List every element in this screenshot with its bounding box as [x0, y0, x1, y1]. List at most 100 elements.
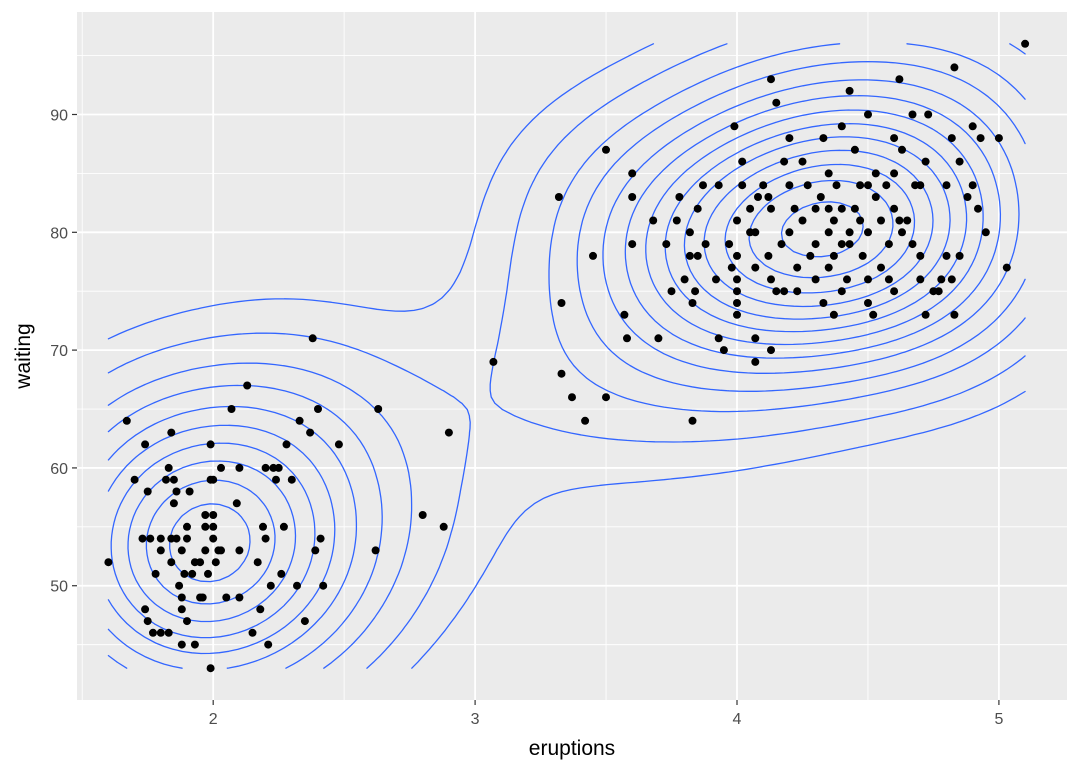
data-point [882, 181, 891, 190]
data-point [418, 511, 427, 519]
data-point [714, 334, 723, 343]
data-point [217, 546, 225, 555]
data-point [837, 204, 846, 213]
data-point [937, 275, 946, 284]
data-point [790, 204, 799, 213]
data-point [444, 428, 453, 437]
y-tick-label: 90 [50, 107, 68, 124]
data-point [950, 310, 959, 319]
data-point [206, 664, 215, 673]
data-point [903, 216, 912, 225]
data-point [688, 299, 697, 307]
data-point [950, 63, 959, 72]
data-point [751, 334, 760, 343]
data-point [727, 263, 736, 272]
data-point [751, 263, 760, 272]
axes: 2 3 4 5 50 60 70 80 90 [50, 107, 1003, 728]
data-point [767, 346, 775, 355]
data-point [316, 534, 325, 543]
data-point [767, 75, 775, 84]
data-point [793, 263, 802, 272]
data-points [104, 39, 1030, 673]
data-point [306, 428, 315, 437]
data-point [227, 405, 236, 413]
data-point [259, 522, 267, 531]
x-tick-label: 5 [994, 711, 1003, 728]
data-point [767, 204, 775, 213]
data-point [287, 475, 296, 484]
data-point [864, 299, 872, 307]
data-point [764, 193, 773, 201]
data-point [733, 275, 741, 284]
data-point [196, 558, 205, 567]
data-point [180, 569, 189, 578]
data-point [890, 169, 899, 178]
data-point [685, 228, 694, 237]
y-tick-label: 60 [50, 461, 68, 478]
data-point [693, 204, 702, 213]
data-point [759, 181, 768, 190]
data-point [141, 605, 150, 614]
data-point [712, 275, 720, 284]
data-point [104, 558, 113, 567]
data-point [864, 181, 872, 190]
data-point [955, 157, 964, 166]
data-point [890, 204, 899, 213]
data-point [1002, 263, 1011, 272]
data-point [824, 228, 833, 237]
data-point [803, 181, 812, 190]
data-point [282, 440, 291, 449]
data-point [798, 216, 807, 225]
data-point [772, 287, 781, 296]
data-point [845, 228, 854, 237]
data-point [785, 181, 794, 190]
data-point [235, 546, 244, 555]
data-point [691, 287, 700, 296]
data-point [955, 251, 964, 260]
x-tick-label: 3 [471, 711, 480, 728]
data-point [947, 275, 956, 284]
data-point [568, 393, 576, 402]
data-point [829, 251, 838, 260]
data-point [261, 463, 270, 472]
data-point [138, 534, 147, 543]
data-point [884, 275, 893, 284]
density-contour-line [107, 60, 1026, 669]
data-point [667, 287, 676, 296]
data-point [837, 240, 846, 249]
data-point [204, 569, 212, 578]
data-point [824, 263, 833, 272]
data-point [589, 251, 597, 260]
data-point [295, 416, 304, 425]
data-point [806, 251, 815, 260]
data-point [183, 522, 191, 531]
data-point [714, 181, 723, 190]
data-point [314, 405, 322, 413]
data-point [183, 534, 191, 543]
data-point [557, 369, 566, 378]
data-point [785, 228, 794, 237]
data-point [994, 134, 1003, 143]
x-axis-title: eruptions [529, 737, 615, 760]
data-point [916, 275, 925, 284]
grid-lines [77, 12, 1067, 700]
data-point [843, 275, 851, 284]
data-point [864, 228, 872, 237]
data-point [190, 640, 199, 649]
density-contour-line [107, 43, 1026, 669]
data-point [968, 181, 977, 190]
data-point [201, 546, 210, 555]
data-point [811, 240, 820, 249]
data-point [243, 381, 252, 390]
data-point [177, 640, 186, 649]
data-point [733, 216, 741, 225]
data-point [143, 617, 152, 626]
data-point [156, 546, 165, 555]
data-point [675, 193, 684, 201]
data-point [183, 617, 191, 626]
data-point [864, 110, 872, 119]
data-point [672, 216, 681, 225]
data-point [261, 534, 270, 543]
data-point [845, 86, 854, 95]
data-point [837, 122, 846, 131]
